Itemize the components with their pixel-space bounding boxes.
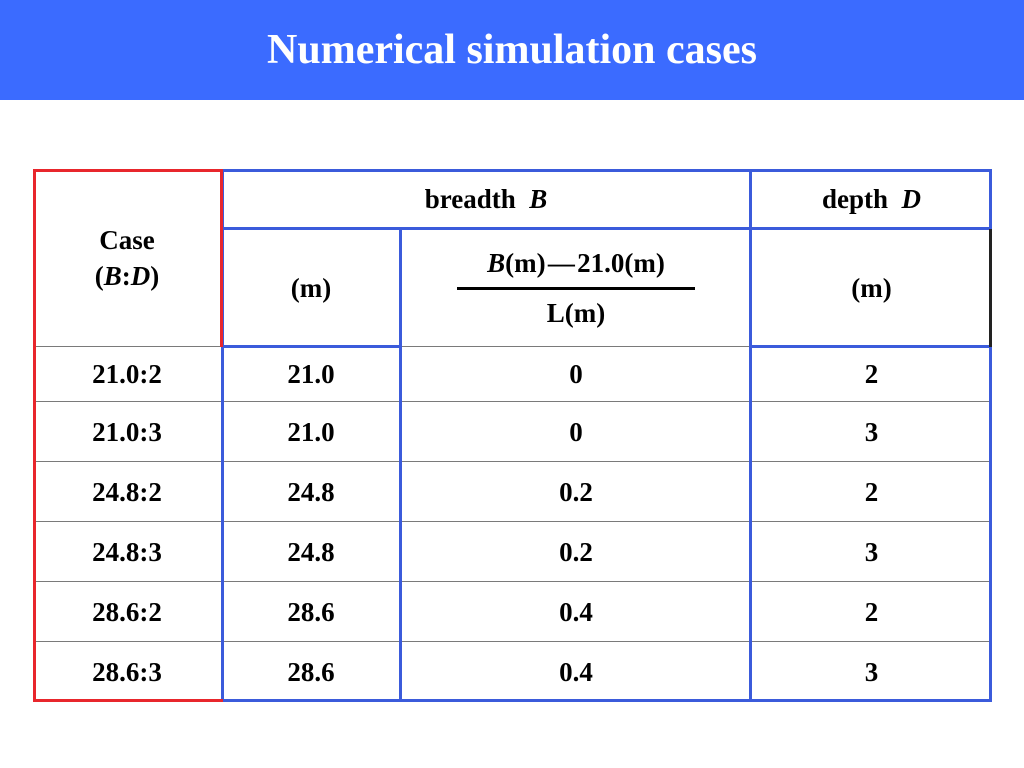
row-case: 28.6:2 bbox=[92, 596, 162, 627]
row-breadth: 28.6 bbox=[287, 656, 335, 687]
fraction-bar bbox=[457, 286, 695, 290]
breadth-label: breadth bbox=[424, 183, 516, 214]
row-ratio: 0.2 bbox=[559, 476, 593, 507]
border-header-bottom-depth bbox=[751, 345, 992, 348]
case-border-right-header bbox=[220, 169, 223, 347]
case-border-bottom bbox=[33, 699, 223, 702]
row-breadth: 28.6 bbox=[287, 596, 335, 627]
title-bar: Numerical simulation cases bbox=[0, 0, 1024, 100]
border-bottom bbox=[221, 699, 992, 702]
row-depth: 2 bbox=[864, 359, 879, 390]
row-ratio: 0.4 bbox=[559, 656, 593, 687]
row-depth: 3 bbox=[864, 416, 879, 447]
row-case: 24.8:2 bbox=[92, 476, 162, 507]
row-breadth: 21.0 bbox=[287, 416, 335, 447]
border-col-ratio-left bbox=[399, 229, 402, 702]
row-divider bbox=[33, 401, 992, 402]
row-depth: 2 bbox=[864, 596, 879, 627]
row-case: 21.0:2 bbox=[92, 359, 162, 390]
border-col-breadth-left bbox=[221, 169, 224, 702]
row-case: 24.8:3 bbox=[92, 536, 162, 567]
row-depth: 2 bbox=[864, 476, 879, 507]
border-top bbox=[221, 169, 992, 172]
case-ratio: (B:D) bbox=[94, 261, 160, 291]
case-label: Case bbox=[99, 224, 155, 255]
row-ratio: 0 bbox=[569, 416, 583, 447]
border-right-header bbox=[989, 229, 992, 347]
row-divider bbox=[33, 521, 992, 522]
page-title: Numerical simulation cases bbox=[267, 27, 757, 73]
header-case: Case (B:D) bbox=[33, 169, 221, 347]
row-divider bbox=[33, 461, 992, 462]
fraction-numerator: B(m) — 21.0(m) bbox=[487, 248, 665, 279]
row-breadth: 21.0 bbox=[287, 359, 335, 390]
depth-label: depth bbox=[821, 183, 889, 214]
case-border-left bbox=[33, 169, 36, 702]
border-header-divider bbox=[221, 227, 992, 230]
row-case: 28.6:3 bbox=[92, 656, 162, 687]
border-right-body bbox=[989, 347, 992, 702]
row-ratio: 0.2 bbox=[559, 536, 593, 567]
header-unit-breadth: (m) bbox=[290, 272, 332, 303]
simulation-table: Case (B:D) breadth B depth D (m) B(m) — … bbox=[33, 169, 992, 702]
row-divider bbox=[33, 581, 992, 582]
border-col-depth-left bbox=[749, 169, 752, 702]
row-ratio: 0 bbox=[569, 359, 583, 390]
header-ratio-fraction: B(m) — 21.0(m) L(m) bbox=[401, 229, 751, 347]
row-breadth: 24.8 bbox=[287, 536, 335, 567]
header-depth: depth D bbox=[751, 169, 992, 229]
border-header-bottom-breadth bbox=[221, 345, 401, 348]
border-right bbox=[989, 169, 992, 229]
row-case: 21.0:3 bbox=[92, 416, 162, 447]
row-breadth: 24.8 bbox=[287, 476, 335, 507]
header-breadth: breadth B bbox=[221, 169, 751, 229]
row-divider bbox=[33, 346, 992, 347]
row-depth: 3 bbox=[864, 656, 879, 687]
case-border-top bbox=[33, 169, 223, 172]
fraction-denominator: L(m) bbox=[546, 297, 606, 328]
header-unit-depth: (m) bbox=[851, 272, 892, 303]
breadth-var: B bbox=[529, 183, 548, 214]
row-depth: 3 bbox=[864, 536, 879, 567]
depth-var: D bbox=[901, 183, 922, 214]
row-divider bbox=[33, 641, 992, 642]
row-ratio: 0.4 bbox=[559, 596, 593, 627]
